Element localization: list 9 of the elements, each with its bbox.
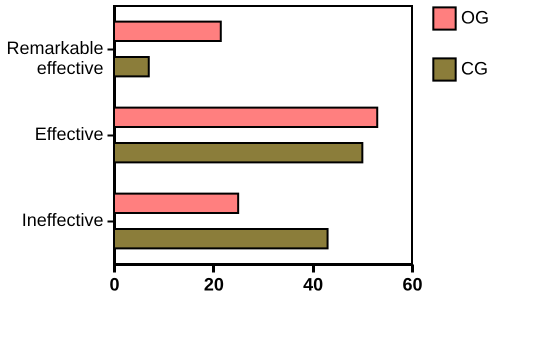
- x-tick-label: 0: [109, 274, 120, 294]
- x-tick-label: 20: [204, 274, 224, 294]
- y-tick-label: Effective: [34, 124, 104, 144]
- y-tick-label: Ineffective: [22, 210, 104, 230]
- legend-label: CG: [461, 58, 488, 78]
- x-tick-label: 40: [303, 274, 324, 294]
- y-tick-label: Remarkable effective: [6, 38, 104, 78]
- legend-label: OG: [461, 8, 490, 28]
- x-tick-label: 60: [402, 274, 423, 294]
